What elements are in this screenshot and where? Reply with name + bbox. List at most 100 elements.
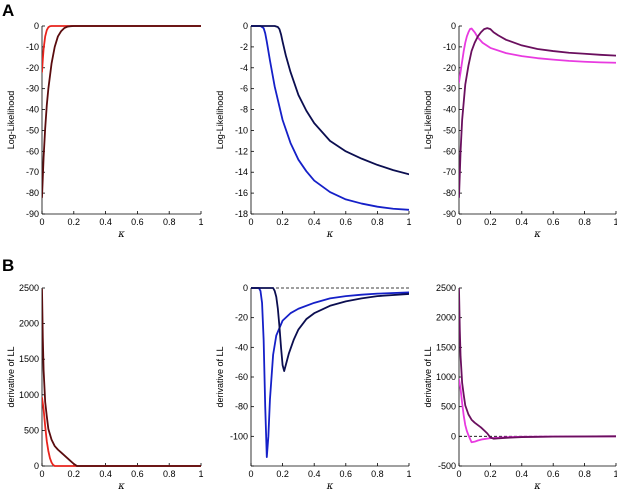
y-tick-label: -90 [26, 209, 39, 219]
charts-grid: 0 0.2 0.4 0.6 0.8 1-90-80-70-60-50-40-30-20-1… [6, 21, 617, 492]
series-group [251, 25, 409, 211]
y-tick-label: -20 [26, 63, 39, 73]
y-tick-label: -12 [235, 146, 248, 156]
y-tick-label: 0 [451, 431, 456, 441]
x-axis-label: κ [117, 481, 125, 492]
chart-panel-a1: 0 0.2 0.4 0.6 0.8 1 -90 -80 -70 -60 -50 -40 -30 -20 -1… [6, 21, 204, 240]
y-axis-label: derivative of LL [215, 346, 225, 407]
y-tick-label: -60 [26, 146, 39, 156]
x-tick-label: 0 [456, 469, 461, 479]
y-tick-label: -40 [443, 105, 456, 115]
y-tick-label: -30 [26, 84, 39, 94]
y-axis-label: Log-Likelihood [6, 91, 16, 150]
y-axis-label: Log-Likelihood [423, 91, 433, 150]
chart-panel-a2: 0 0.2 0.4 0.6 0.8 1 -18 -16 -14 -12 -10 -8 -6 -4 -2 0 κ L… [215, 21, 412, 240]
y-tick-label: -16 [235, 188, 248, 198]
y-tick-label: -60 [235, 372, 248, 382]
y-tick-label: -18 [235, 209, 248, 219]
y-tick-label: -50 [26, 125, 39, 135]
x-axis-label: κ [326, 229, 334, 240]
x-tick-label: 0 [39, 469, 44, 479]
x-tick-label: 0.2 [484, 469, 497, 479]
series-line-1 [42, 25, 201, 73]
x-tick-label: 0 [248, 217, 253, 227]
y-axis-label: Log-Likelihood [215, 91, 225, 150]
x-tick-label: 0.4 [99, 469, 112, 479]
y-tick-label: -30 [443, 84, 456, 94]
y-tick-label: 2000 [19, 319, 39, 329]
y-tick-label: -70 [26, 167, 39, 177]
y-tick-label: -500 [438, 461, 456, 471]
x-tick-label: 0.4 [516, 469, 529, 479]
series-line-1 [459, 378, 616, 444]
x-tick-label: 0.2 [276, 217, 289, 227]
y-tick-label: 0 [451, 21, 456, 31]
y-tick-label: 0 [34, 461, 39, 471]
y-axis-label: derivative of LL [423, 346, 433, 407]
y-tick-label: -10 [26, 42, 39, 52]
y-axis-label: derivative of LL [6, 346, 16, 407]
y-tick-label: -20 [443, 63, 456, 73]
y-tick-label: 1000 [436, 372, 456, 382]
x-tick-label: 0 [456, 217, 461, 227]
chart-panel-b3: 0 0.2 0.4 0.6 0.8 1-50005001000150020002500κd… [423, 283, 617, 492]
y-tick-label: -80 [26, 188, 39, 198]
x-tick-label: 0.8 [578, 469, 591, 479]
x-tick-label: 0.6 [131, 217, 144, 227]
y-tick-label: -50 [443, 125, 456, 135]
x-tick-label: 0.6 [547, 217, 560, 227]
x-tick-label: 0.2 [276, 469, 289, 479]
x-tick-label: 0.2 [68, 469, 81, 479]
y-tick-label: -60 [443, 146, 456, 156]
series-group [459, 288, 616, 444]
x-tick-label: 0.2 [484, 217, 497, 227]
x-tick-label: 1 [406, 469, 411, 479]
y-tick-label: 2500 [19, 283, 39, 293]
y-tick-label: -6 [240, 84, 248, 94]
series-line-1 [459, 27, 616, 84]
x-tick-label: 0.6 [340, 469, 353, 479]
x-tick-label: 0.4 [308, 469, 321, 479]
y-tick-label: 1000 [19, 390, 39, 400]
chart-panel-a3: 0 0.2 0.4 0.6 0.8 1 -90 -80 -70 -60 -50 -40 -30 -20 -1… [423, 21, 617, 240]
y-tick-label: -20 [235, 313, 248, 323]
series-line-1 [42, 396, 201, 467]
y-tick-label: -100 [230, 431, 248, 441]
y-tick-label: 0 [34, 21, 39, 31]
y-tick-label: -14 [235, 167, 248, 177]
x-tick-label: 1 [198, 217, 203, 227]
x-tick-label: 1 [198, 469, 203, 479]
y-tick-label: -2 [240, 42, 248, 52]
y-tick-label: -10 [443, 42, 456, 52]
y-tick-label: -40 [26, 105, 39, 115]
y-tick-label: -80 [443, 188, 456, 198]
y-tick-label: 0 [243, 21, 248, 31]
series-group [251, 287, 409, 459]
series-line-1 [251, 287, 409, 459]
x-tick-label: 1 [613, 469, 617, 479]
x-tick-label: 0.8 [163, 217, 176, 227]
y-tick-label: -80 [235, 402, 248, 412]
series-line-2 [251, 287, 409, 372]
y-tick-label: 2000 [436, 313, 456, 323]
x-tick-label: 0.8 [371, 469, 384, 479]
x-tick-label: 0.4 [99, 217, 112, 227]
series-line-2 [42, 288, 201, 467]
x-tick-label: 0.4 [516, 217, 529, 227]
y-tick-label: -70 [443, 167, 456, 177]
chart-panel-b2: 0 0.2 0.4 0.6 0.8 1 -100 -80 -60 -40 -20 0 κ derivati… [215, 283, 412, 492]
x-tick-label: 0.8 [578, 217, 591, 227]
x-tick-label: 0.4 [308, 217, 321, 227]
y-tick-label: 2500 [436, 283, 456, 293]
series-line-2 [251, 25, 409, 176]
series-line-2 [459, 27, 616, 199]
panel-letter-a: A [2, 1, 14, 20]
y-tick-label: -4 [240, 63, 248, 73]
series-group [459, 27, 616, 199]
x-tick-label: 1 [406, 217, 411, 227]
x-axis-label: κ [326, 481, 334, 492]
y-tick-label: 500 [441, 402, 456, 412]
x-tick-label: 0.2 [68, 217, 81, 227]
x-tick-label: 0.8 [163, 469, 176, 479]
